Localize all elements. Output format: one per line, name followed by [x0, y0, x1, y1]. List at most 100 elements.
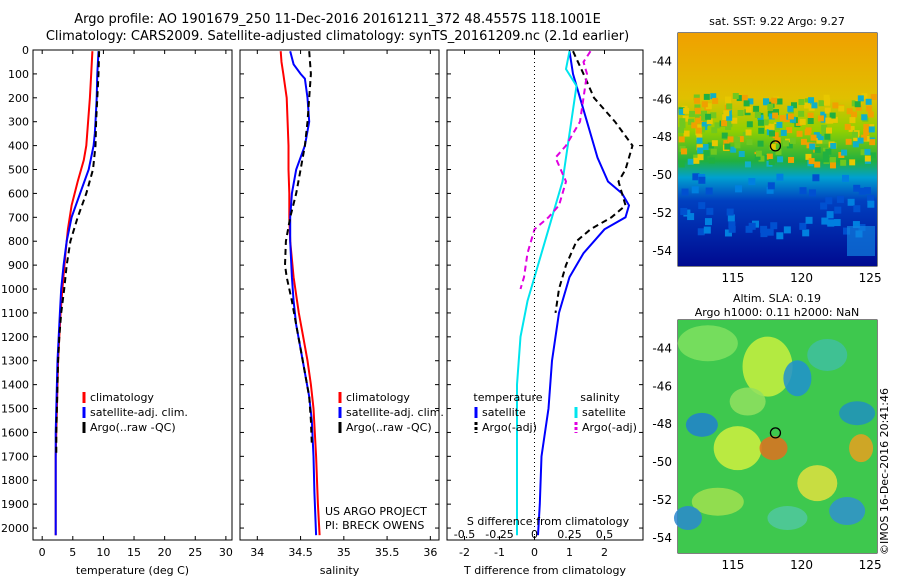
y-tick-label: 0: [22, 44, 29, 57]
sst-pixel: [748, 178, 756, 186]
sst-pixel: [829, 112, 836, 119]
sst-pixel: [853, 134, 860, 141]
sst-pixel: [860, 149, 867, 156]
legend-label: Argo(..raw -QC): [346, 421, 432, 434]
sst-pixel: [678, 127, 685, 134]
sst-pixel: [843, 227, 851, 235]
sst-pixel: [734, 142, 741, 149]
sst-pixel: [841, 174, 849, 182]
sst-pixel: [772, 109, 779, 116]
y-tick-label: 500: [8, 164, 29, 177]
sst-pixel: [838, 105, 845, 112]
y-tick-label: 100: [8, 68, 29, 81]
sst-pixel: [789, 137, 796, 144]
sst-pixel: [789, 116, 796, 123]
sst-pixel: [814, 161, 821, 168]
sst-pixel: [848, 125, 855, 132]
sst-pixel: [724, 143, 731, 150]
x-tick-label: 35: [337, 546, 351, 559]
sst-pixel: [833, 219, 841, 227]
sst-pixel: [768, 113, 775, 120]
sst-pixel: [721, 132, 728, 139]
sst-pixel: [738, 151, 745, 158]
salinity-tick-label: -0.5: [454, 528, 475, 541]
sst-pixel: [683, 130, 690, 137]
sla-anomaly: [677, 325, 738, 362]
sst-pixel: [821, 129, 828, 136]
sst-pixel: [728, 221, 736, 229]
sst-pixel: [695, 114, 702, 121]
sst-pixel: [799, 222, 807, 230]
x-tick-label: 10: [96, 546, 110, 559]
sst-pixel: [825, 148, 832, 155]
sla-anomaly: [829, 497, 866, 526]
map-y-tick-label: -54: [652, 531, 672, 545]
sst-pixel: [766, 186, 774, 194]
map-y-tick-label: -52: [652, 206, 672, 220]
sst-pixel: [851, 131, 858, 138]
sst-pixel: [733, 136, 740, 143]
series-line-argo---raw--qc-: [283, 51, 313, 445]
sst-pixel: [817, 134, 824, 141]
sla-anomaly: [783, 360, 812, 397]
sst-pixel: [868, 126, 875, 133]
series-line-satellite: [516, 51, 578, 536]
series-line-argo--adj-: [519, 50, 592, 290]
sla-anomaly: [767, 506, 808, 531]
sst-pixel: [735, 185, 743, 193]
sst-pixel: [804, 98, 811, 105]
sst-pixel: [827, 219, 835, 227]
sst-pixel: [705, 113, 712, 120]
sst-pixel: [802, 229, 810, 237]
sst-pixel: [710, 148, 717, 155]
sst-pixel: [768, 123, 775, 130]
sst-pixel: [745, 106, 752, 113]
sst-pixel: [826, 211, 834, 219]
sst-pixel: [866, 195, 874, 203]
sst-pixel: [863, 129, 870, 136]
sst-pixel: [850, 111, 857, 118]
sst-map-title: sat. SST: 9.22 Argo: 9.27: [709, 15, 845, 28]
sst-pixel: [692, 173, 700, 181]
salinity-tick-label: 0.25: [557, 528, 582, 541]
x-tick-label: 2: [601, 546, 608, 559]
sst-pixel: [767, 103, 774, 110]
sst-pixel: [796, 130, 803, 137]
sst-pixel: [746, 121, 753, 128]
y-tick-label: 200: [8, 92, 29, 105]
sst-pixel: [870, 93, 877, 100]
y-tick-label: 1100: [1, 307, 29, 320]
sst-pixel: [869, 152, 876, 159]
sst-pixel: [703, 93, 710, 100]
sla-map-subtitle: Argo h1000: 0.11 h2000: NaN: [695, 306, 860, 319]
sst-pixel: [795, 119, 802, 126]
sst-pixel: [693, 94, 700, 101]
sst-pixel: [701, 114, 708, 121]
x-tick-label: 34: [250, 546, 264, 559]
sla-anomaly: [673, 506, 702, 531]
sst-pixel: [861, 114, 868, 121]
sst-pixel: [693, 157, 700, 164]
map-y-tick-label: -50: [652, 168, 672, 182]
sst-pixel: [712, 97, 719, 104]
copyright-stamp: ©IMOS 16-Dec-2016 20:41:46: [878, 388, 891, 555]
y-tick-label: 900: [8, 259, 29, 272]
sla-anomaly: [685, 412, 718, 437]
sst-pixel: [776, 173, 784, 181]
sst-pixel: [823, 99, 830, 106]
x-tick-label: -1: [494, 546, 505, 559]
x-tick-label: 35.5: [375, 546, 400, 559]
argo-position-marker: [769, 427, 782, 439]
sst-pixel: [693, 154, 700, 161]
sst-pixel: [777, 156, 784, 163]
map-x-tick-label: 120: [790, 558, 813, 572]
sst-pixel: [805, 216, 813, 224]
sst-pixel: [787, 113, 794, 120]
sst-pixel: [818, 100, 825, 107]
y-tick-label: 600: [8, 187, 29, 200]
legend-header-temperature: temperature: [473, 391, 542, 404]
sla-anomaly: [713, 426, 762, 471]
y-tick-label: 400: [8, 140, 29, 153]
map-y-tick-label: -46: [652, 379, 672, 393]
